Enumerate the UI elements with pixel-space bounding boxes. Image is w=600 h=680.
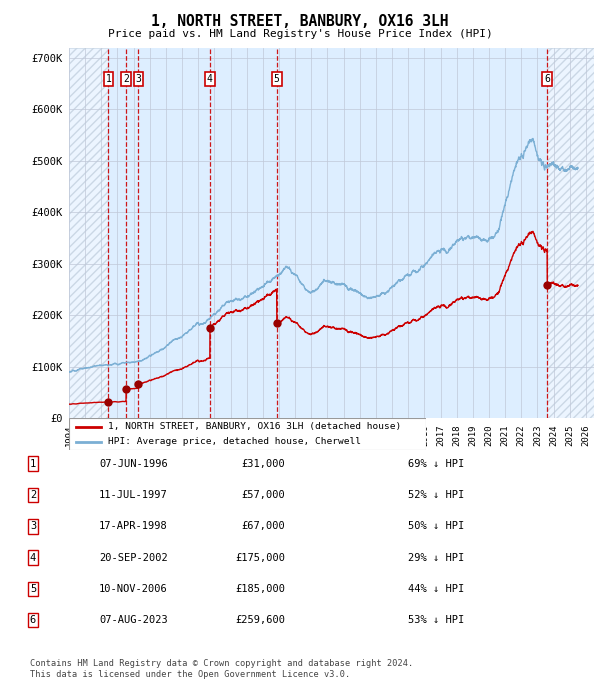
Text: 5: 5 <box>30 584 36 594</box>
Text: £259,600: £259,600 <box>235 615 285 625</box>
Text: £67,000: £67,000 <box>241 522 285 531</box>
Text: 2: 2 <box>123 74 129 84</box>
Text: 17-APR-1998: 17-APR-1998 <box>99 522 168 531</box>
Text: Price paid vs. HM Land Registry's House Price Index (HPI): Price paid vs. HM Land Registry's House … <box>107 29 493 39</box>
Bar <box>547 48 594 418</box>
Text: HPI: Average price, detached house, Cherwell: HPI: Average price, detached house, Cher… <box>108 437 361 446</box>
Text: 20-SEP-2002: 20-SEP-2002 <box>99 553 168 562</box>
Text: Contains HM Land Registry data © Crown copyright and database right 2024.
This d: Contains HM Land Registry data © Crown c… <box>30 659 413 679</box>
Text: 52% ↓ HPI: 52% ↓ HPI <box>408 490 464 500</box>
Text: 69% ↓ HPI: 69% ↓ HPI <box>408 459 464 469</box>
Text: 6: 6 <box>544 74 550 84</box>
Text: 53% ↓ HPI: 53% ↓ HPI <box>408 615 464 625</box>
FancyBboxPatch shape <box>69 418 426 450</box>
Text: 5: 5 <box>274 74 280 84</box>
Text: £31,000: £31,000 <box>241 459 285 469</box>
Text: 07-AUG-2023: 07-AUG-2023 <box>99 615 168 625</box>
Bar <box>69 48 109 418</box>
Text: 3: 3 <box>30 522 36 531</box>
Text: £185,000: £185,000 <box>235 584 285 594</box>
Text: £57,000: £57,000 <box>241 490 285 500</box>
Bar <box>547 48 594 418</box>
Text: 1: 1 <box>30 459 36 469</box>
Text: 1: 1 <box>106 74 112 84</box>
Text: 1, NORTH STREET, BANBURY, OX16 3LH (detached house): 1, NORTH STREET, BANBURY, OX16 3LH (deta… <box>108 422 401 431</box>
Text: 29% ↓ HPI: 29% ↓ HPI <box>408 553 464 562</box>
Text: 2: 2 <box>30 490 36 500</box>
Text: 4: 4 <box>207 74 213 84</box>
Text: 3: 3 <box>136 74 142 84</box>
Text: 44% ↓ HPI: 44% ↓ HPI <box>408 584 464 594</box>
Text: 6: 6 <box>30 615 36 625</box>
Text: 50% ↓ HPI: 50% ↓ HPI <box>408 522 464 531</box>
Text: 1, NORTH STREET, BANBURY, OX16 3LH: 1, NORTH STREET, BANBURY, OX16 3LH <box>151 14 449 29</box>
Text: 10-NOV-2006: 10-NOV-2006 <box>99 584 168 594</box>
Text: 07-JUN-1996: 07-JUN-1996 <box>99 459 168 469</box>
Text: £175,000: £175,000 <box>235 553 285 562</box>
Text: 4: 4 <box>30 553 36 562</box>
Text: 11-JUL-1997: 11-JUL-1997 <box>99 490 168 500</box>
Bar <box>69 48 109 418</box>
